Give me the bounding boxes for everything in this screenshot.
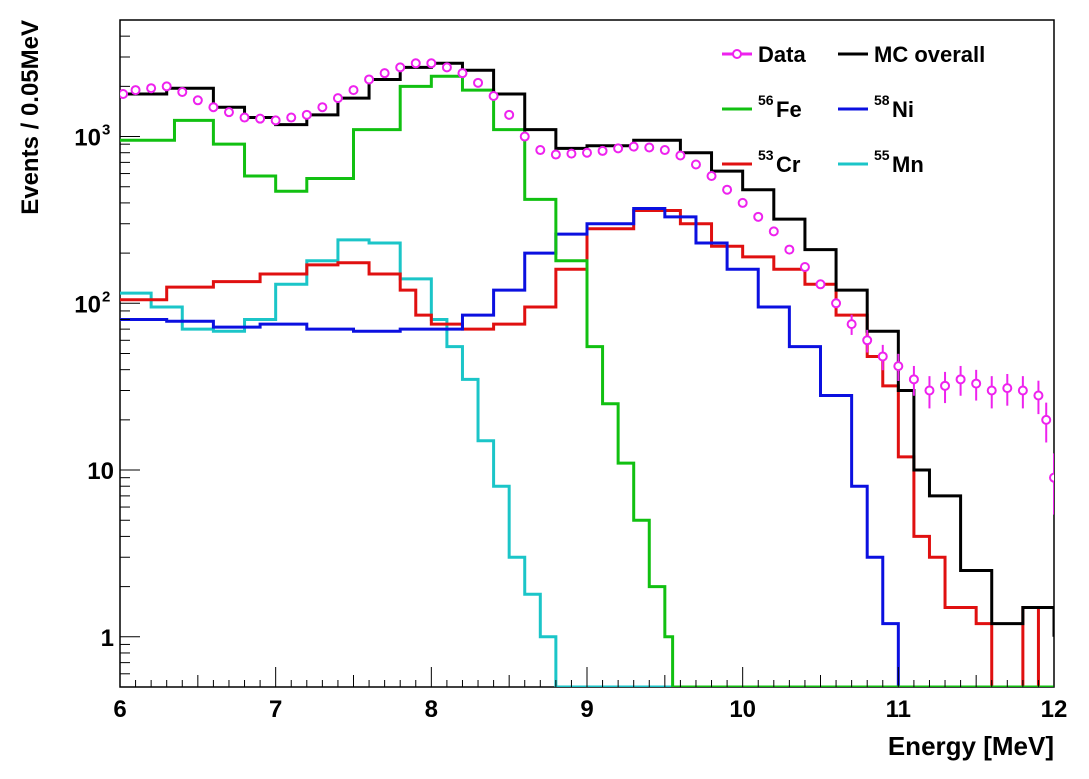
y-tick-label: 10 (74, 125, 101, 152)
data-point (722, 184, 733, 195)
data-point (130, 85, 141, 96)
data-point (784, 244, 795, 255)
data-point (441, 62, 452, 73)
data-point (177, 87, 188, 98)
y-tick-exponent: 2 (102, 288, 110, 305)
data-point (971, 378, 982, 389)
data-point (426, 58, 437, 69)
data-point (737, 197, 748, 208)
data-point (753, 211, 764, 222)
data-point (379, 68, 390, 79)
data-point (239, 112, 250, 123)
data-point (986, 385, 997, 396)
x-tick-label: 8 (425, 696, 438, 723)
y-tick-label: 1 (101, 625, 114, 652)
data-point (955, 374, 966, 385)
series-line-ni (120, 207, 1054, 687)
data-point (208, 102, 219, 113)
data-point (473, 77, 484, 88)
y-tick-label: 10 (87, 458, 114, 485)
data-point (270, 115, 281, 126)
legend: Data MC overall 56 Fe 58 Ni 53 Cr 55 Mn (722, 42, 985, 177)
legend-label-ni: Ni (892, 97, 914, 122)
data-point (146, 83, 157, 94)
legend-label-mc: MC overall (874, 42, 985, 67)
data-point (332, 93, 343, 104)
data-point (628, 141, 639, 152)
data-point (893, 361, 904, 372)
data-point (120, 88, 129, 99)
data-point (364, 74, 375, 85)
data-point (877, 351, 888, 362)
legend-label-sup-mn: 55 (874, 147, 890, 163)
data-point (582, 147, 592, 158)
data-point (348, 85, 359, 96)
legend-label-sup-ni: 58 (874, 92, 890, 108)
series-line-mn (120, 238, 1054, 687)
data-point (566, 148, 577, 159)
x-tick-label: 6 (113, 696, 126, 723)
data-point (799, 262, 810, 273)
data-point (1017, 385, 1028, 396)
data-point (223, 107, 234, 118)
data-point (504, 109, 515, 120)
y-tick-exponent: 3 (102, 122, 110, 139)
data-point (1033, 390, 1044, 401)
data-point (597, 145, 608, 156)
data-point (908, 374, 919, 385)
x-tick-label: 11 (886, 696, 911, 723)
data-point (1041, 414, 1052, 425)
legend-label-fe: Fe (776, 97, 802, 122)
legend-label-sup-cr: 53 (758, 147, 774, 163)
data-point (690, 159, 701, 170)
data-point (659, 145, 670, 156)
data-point (846, 319, 857, 330)
data-point (286, 112, 297, 123)
x-tick-label: 12 (1041, 696, 1068, 723)
series-line-cr (120, 209, 1054, 687)
series-layer (120, 58, 1054, 687)
legend-label-sup-fe: 56 (758, 92, 774, 108)
legend-label-data: Data (758, 42, 806, 67)
data-point (924, 385, 935, 396)
data-point (768, 226, 779, 237)
data-point (815, 279, 826, 290)
legend-label-cr: Cr (776, 152, 801, 177)
data-point (192, 95, 203, 106)
data-point (519, 131, 530, 142)
data-point (1049, 472, 1054, 483)
data-point (255, 113, 266, 124)
data-point (644, 142, 655, 153)
data-point (831, 298, 842, 309)
data-point (706, 171, 717, 182)
data-point (410, 58, 421, 69)
data-point (535, 145, 546, 156)
data-point (862, 335, 873, 346)
series-line-fe (120, 74, 1054, 687)
data-point (613, 143, 624, 154)
data-point (550, 149, 561, 160)
x-axis-title: Energy [MeV] (888, 731, 1054, 761)
data-point (301, 109, 312, 120)
x-tick-label: 7 (269, 696, 282, 723)
data-point (940, 380, 951, 391)
data-point (675, 150, 686, 161)
x-tick-label: 9 (580, 696, 593, 723)
x-tick-label: 10 (729, 696, 756, 723)
y-tick-label: 10 (74, 291, 101, 318)
data-point (161, 81, 172, 92)
data-point (1002, 383, 1013, 394)
legend-label-mn: Mn (892, 152, 924, 177)
y-axis-title: Events / 0.05MeV (17, 20, 44, 215)
data-point (395, 62, 406, 73)
data-point (457, 68, 468, 79)
legend-marker (732, 49, 742, 59)
data-point (317, 102, 328, 113)
data-point (488, 91, 499, 102)
